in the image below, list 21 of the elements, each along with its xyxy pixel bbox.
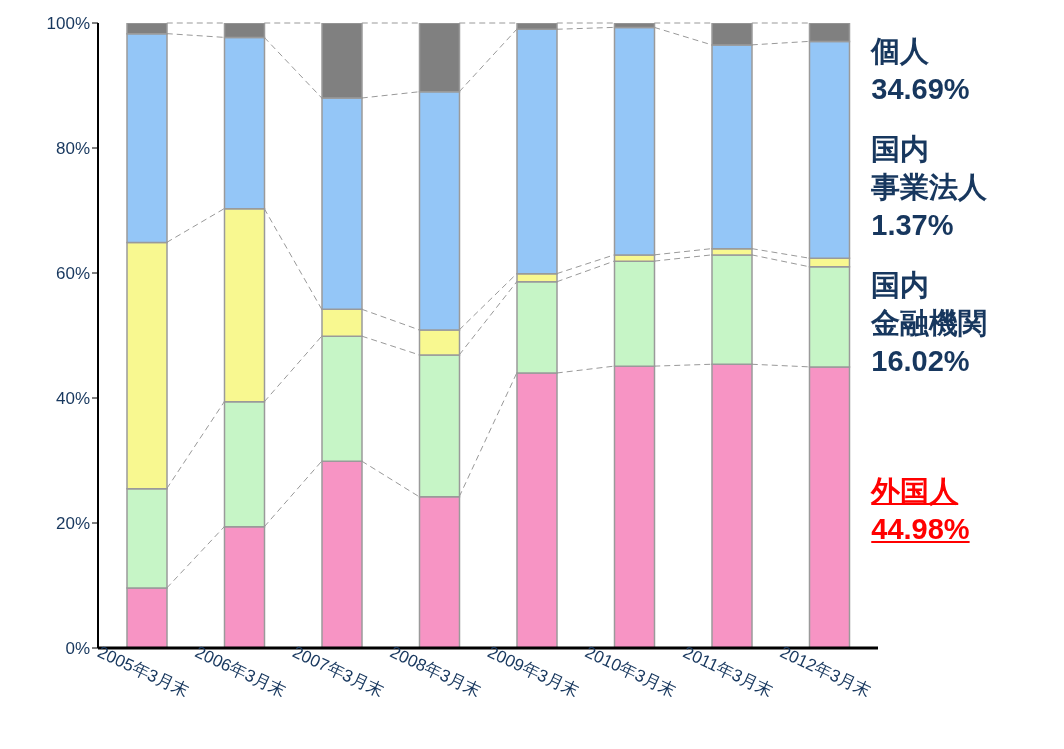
text: 国内事業法人 bbox=[871, 132, 988, 205]
y-tick-label: 0% bbox=[65, 639, 90, 659]
y-tick-label: 40% bbox=[55, 389, 90, 409]
y-tick-label: 80% bbox=[55, 139, 90, 159]
x-tick-label: 2009年3月末 bbox=[484, 642, 582, 702]
x-tick-label: 2011年3月末 bbox=[680, 642, 777, 701]
x-tick-label: 2010年3月末 bbox=[582, 642, 680, 702]
annotation: 34.69% bbox=[871, 72, 971, 107]
x-tick-label: 2007年3月末 bbox=[289, 642, 387, 702]
annotation: 1.37% bbox=[871, 208, 955, 243]
x-tick-label: 2008年3月末 bbox=[387, 642, 485, 702]
x-tick-label: 2006年3月末 bbox=[192, 642, 290, 702]
y-tick-label: 20% bbox=[55, 514, 90, 534]
x-tick-label: 2005年3月末 bbox=[94, 642, 192, 702]
y-tick-label: 60% bbox=[55, 264, 90, 284]
annotation: 44.98% bbox=[871, 512, 971, 547]
y-tick-label: 100% bbox=[46, 14, 90, 34]
series-label: 国内金融機関 bbox=[871, 268, 988, 341]
x-tick-label: 2012年3月末 bbox=[777, 642, 875, 702]
annotation: 16.02% bbox=[871, 344, 971, 379]
legend-label: 個人 bbox=[871, 34, 931, 69]
